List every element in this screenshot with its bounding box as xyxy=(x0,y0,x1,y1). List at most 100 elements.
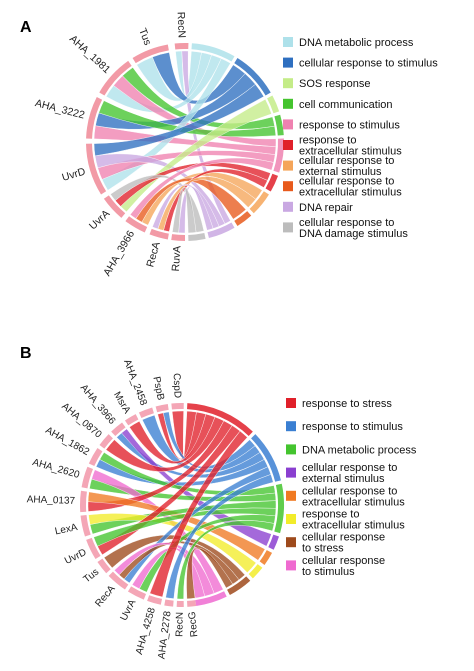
legend-swatch xyxy=(286,514,296,524)
gene-label: LexA xyxy=(54,522,79,538)
category-arc xyxy=(274,114,284,136)
category-arc xyxy=(265,173,279,192)
gene-label: CspD xyxy=(171,373,183,398)
chord-ribbons xyxy=(93,50,277,234)
gene-label: AHA_3222 xyxy=(34,97,86,121)
chord-ribbon xyxy=(88,513,257,573)
legend-label: cellular response to xyxy=(302,462,397,474)
chord-ribbon xyxy=(99,452,276,496)
gene-label: RecN xyxy=(174,612,185,637)
legend-swatch xyxy=(283,119,293,130)
chord-ribbon xyxy=(149,430,248,598)
chord-ribbon xyxy=(93,84,265,157)
gene-label: UvrA xyxy=(87,208,112,233)
gene-label: PspB xyxy=(150,376,166,402)
gene-arc xyxy=(138,407,154,418)
category-arc xyxy=(227,576,251,596)
legend-label: DNA metabolic process xyxy=(302,444,417,456)
legend-swatch xyxy=(283,98,293,109)
gene-arc xyxy=(174,42,189,50)
legend-swatch xyxy=(286,490,296,501)
panel-b-label: B xyxy=(20,345,32,362)
gene-arc xyxy=(103,195,126,218)
legend-label: extracellular stimulus xyxy=(299,146,402,158)
gene-arc xyxy=(127,586,147,600)
category-arc xyxy=(251,434,281,482)
chord-ribbon xyxy=(110,174,205,233)
legend-label: extracellular stimulus xyxy=(302,520,405,532)
category-arc xyxy=(191,43,235,62)
gene-arc xyxy=(176,600,184,607)
gene-arc xyxy=(108,571,129,590)
chord-ribbon xyxy=(105,416,225,472)
legend-label: DNA damage stimulus xyxy=(299,228,408,240)
legend-swatch xyxy=(283,57,293,68)
gene-label: UvrD xyxy=(61,165,88,183)
gene-label: RecA xyxy=(144,241,162,269)
legend-label: extracellular stimulus xyxy=(299,187,402,199)
category-arc xyxy=(195,591,227,607)
gene-label: RuvA xyxy=(170,245,184,271)
legend-label: cellular response to stimulus xyxy=(299,58,438,70)
legend-label: response to stimulus xyxy=(299,119,400,131)
gene-label: RecG xyxy=(187,611,200,638)
gene-label: Tus xyxy=(136,27,153,47)
legend-swatch xyxy=(283,78,293,89)
category-arc xyxy=(273,138,285,173)
panel-a-label: A xyxy=(20,19,32,36)
legend-label: cellular response xyxy=(302,555,385,567)
gene-arc xyxy=(99,434,113,449)
legend-a: DNA metabolic process cellular response t… xyxy=(283,37,438,240)
category-arc xyxy=(267,95,280,114)
category-arc xyxy=(268,534,280,550)
legend-label: extracellular stimulus xyxy=(302,496,405,508)
legend-swatch xyxy=(286,398,296,408)
legend-label: cellular response xyxy=(302,532,385,544)
gene-arc xyxy=(171,234,185,241)
chord-ribbon xyxy=(129,157,274,219)
category-arc xyxy=(188,232,206,241)
legend-label: external stimulus xyxy=(299,166,382,178)
gene-label: RecA xyxy=(93,583,117,609)
legend-b: response to stress response to stimulus DN… xyxy=(286,398,417,578)
legend-label: response to xyxy=(299,135,356,147)
gene-arc xyxy=(97,558,111,574)
gene-label: Tus xyxy=(82,567,102,586)
legend-swatch xyxy=(286,467,296,478)
gene-label: RecN xyxy=(175,12,188,39)
gene-arc xyxy=(86,537,101,560)
category-arc xyxy=(248,564,263,579)
gene-arc xyxy=(111,422,126,436)
chord-ribbon xyxy=(176,520,275,600)
legend-label: external stimulus xyxy=(302,473,385,485)
legend-label: SOS response xyxy=(299,78,371,90)
legend-label: cellular response to xyxy=(299,176,394,188)
legend-label: cellular response to xyxy=(299,217,394,229)
legend-label: cell communication xyxy=(299,99,393,111)
gene-arc xyxy=(164,599,174,607)
gene-arc xyxy=(80,490,87,513)
category-arc xyxy=(207,222,235,239)
chord-diagram-b: CspDPspBAHA_2458MsrAAHA_3966AHA_0870AHA_… xyxy=(27,358,285,660)
panel-a: A RecN Tus AHA_1981 AHA_3222 UvrD UvrAAHA_396… xyxy=(20,12,438,279)
panel-b: B CspDPspBAHA_2458MsrAAHA_3966AHA_0870AH… xyxy=(20,345,417,660)
gene-arc xyxy=(171,403,184,410)
category-arc xyxy=(187,403,253,436)
gene-label: AHA_4258 xyxy=(134,606,158,656)
gene-arc xyxy=(187,600,197,607)
legend-swatch xyxy=(286,560,296,571)
legend-swatch xyxy=(286,537,296,548)
legend-label: response to stimulus xyxy=(302,421,403,433)
legend-swatch xyxy=(283,160,293,171)
gene-arc xyxy=(132,44,169,64)
category-arc xyxy=(234,58,271,96)
legend-swatch xyxy=(283,140,293,150)
gene-arc xyxy=(124,414,139,426)
gene-label: UvrA xyxy=(119,598,139,623)
gene-label: AHA_3966 xyxy=(101,228,137,278)
gene-arc xyxy=(99,60,132,96)
gene-arc xyxy=(147,595,163,605)
gene-label: AHA_0137 xyxy=(27,494,76,507)
